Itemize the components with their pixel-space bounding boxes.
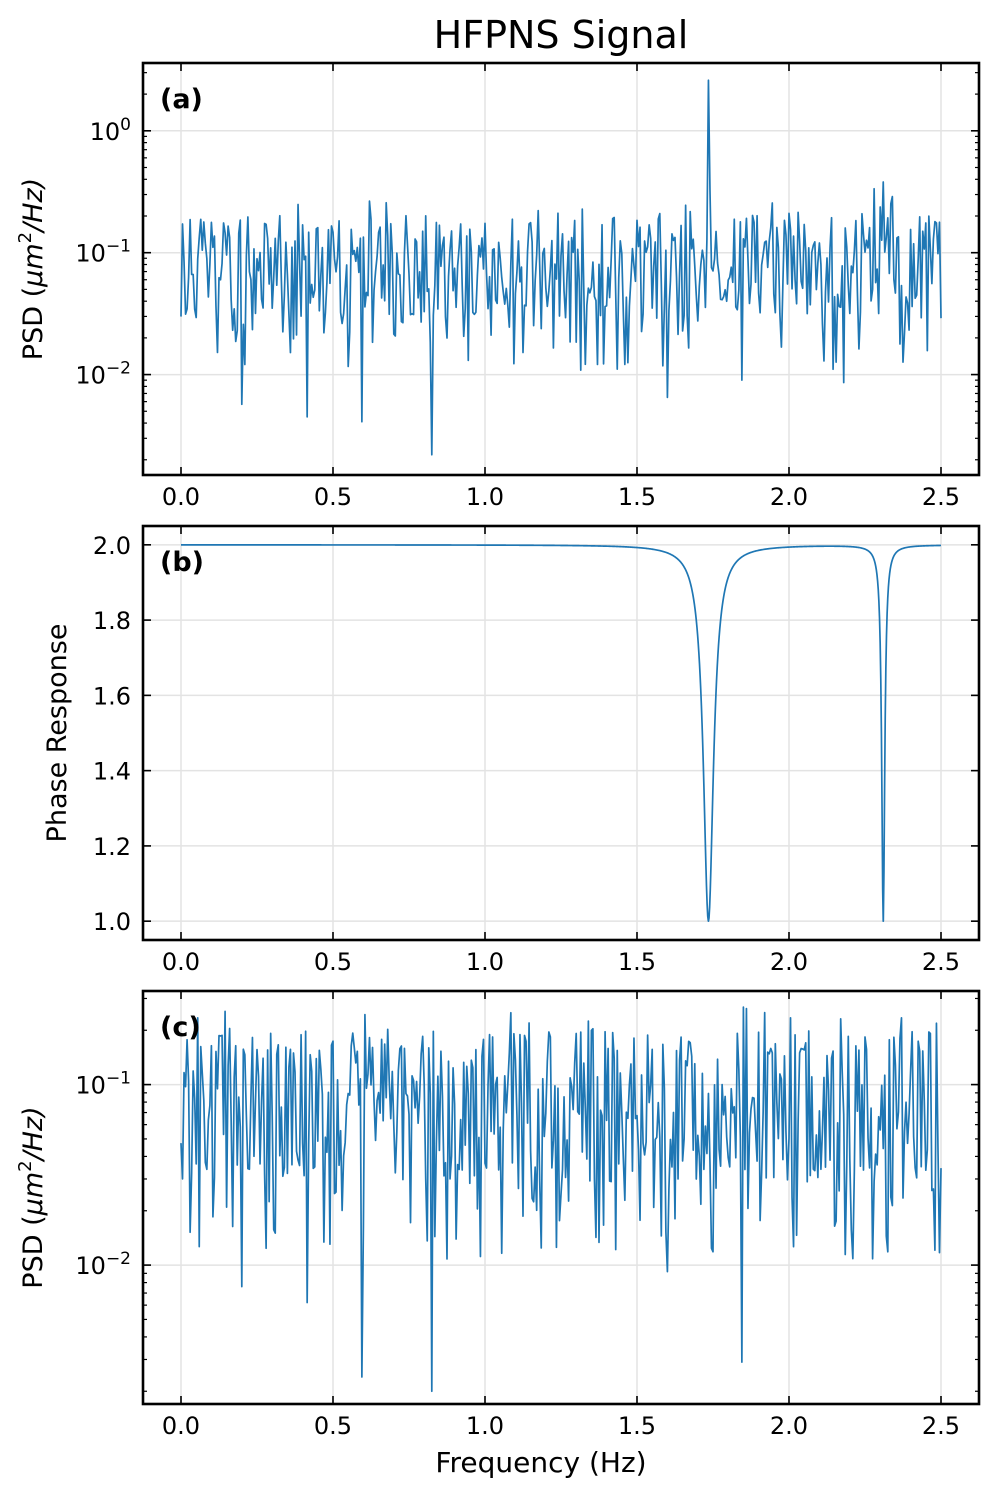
- ylabel-sup: 2: [15, 1160, 36, 1171]
- ylabel-prefix: PSD (: [18, 287, 49, 360]
- plot-frame: [141, 524, 981, 942]
- tick-base: 10: [75, 1252, 106, 1280]
- tick-exponent: −2: [106, 1249, 131, 1269]
- x-tick-label: 0.0: [162, 483, 200, 511]
- x-tick-label: 2.0: [770, 483, 808, 511]
- x-tick-label: 2.5: [922, 483, 960, 511]
- x-tick-label: 2.0: [770, 1412, 808, 1440]
- x-tick-label: 0.5: [314, 1412, 352, 1440]
- tick-base: 10: [75, 362, 106, 390]
- series-line: [180, 79, 942, 456]
- panel-label: (c): [160, 1012, 201, 1043]
- x-tick-label: 1.0: [466, 948, 504, 976]
- plot-frame: [141, 989, 981, 1406]
- ylabel-prefix: PSD (: [18, 1215, 49, 1288]
- panel-label: (a): [160, 84, 203, 115]
- x-tick-label: 2.0: [770, 948, 808, 976]
- x-axis-label: Frequency (Hz): [435, 1446, 646, 1479]
- y-axis-label: Phase Response: [42, 624, 73, 843]
- x-tick-label: 0.0: [162, 1412, 200, 1440]
- x-tick-label: 1.5: [618, 1412, 656, 1440]
- x-tick-label: 0.0: [162, 948, 200, 976]
- tick-exponent: −1: [106, 237, 131, 257]
- tick-exponent: −2: [106, 359, 131, 379]
- ylabel-unit: μm: [18, 1172, 49, 1216]
- ylabel-suffix: /Hz): [18, 1106, 49, 1162]
- panel-b: 0.0 0.5 1.0 1.5 2.0 2.5 1.0 1.2 1.4 1.6 1.8 2.0 Phas…: [42, 524, 981, 976]
- panel-label: (b): [160, 547, 204, 578]
- x-tick-label: 1.0: [466, 483, 504, 511]
- figure-title: HFPNS Signal: [434, 13, 689, 57]
- tick-base: 10: [90, 118, 121, 146]
- y-tick-label: 10−2: [75, 359, 131, 390]
- y-tick-label: 1.8: [93, 607, 131, 635]
- x-tick-label: 0.5: [314, 483, 352, 511]
- grid: [143, 526, 979, 940]
- tick-base: 10: [75, 1072, 106, 1100]
- ylabel-unit: μm: [18, 243, 49, 287]
- series-line: [180, 1006, 942, 1393]
- x-tick-label: 2.5: [922, 948, 960, 976]
- plot-frame: [141, 61, 981, 477]
- tick-exponent: 0: [120, 115, 131, 135]
- y-axis-label: PSD (μm2/Hz): [15, 178, 49, 360]
- tick-exponent: −1: [106, 1069, 131, 1089]
- y-tick-label: 2.0: [93, 532, 131, 560]
- x-tick-label: 1.0: [466, 1412, 504, 1440]
- y-axis-label: PSD (μm2/Hz): [15, 1106, 49, 1288]
- series-line: [180, 544, 942, 923]
- y-tick-label: 10−1: [75, 1069, 131, 1100]
- y-tick-label: 100: [90, 115, 131, 146]
- x-tick-label: 0.5: [314, 948, 352, 976]
- y-tick-label: 1.6: [93, 682, 131, 710]
- y-tick-label: 10−1: [75, 237, 131, 268]
- y-tick-label: 1.2: [93, 833, 131, 861]
- x-tick-label: 1.5: [618, 948, 656, 976]
- ticks: [143, 526, 979, 940]
- y-tick-label: 1.4: [93, 758, 131, 786]
- y-tick-label: 10−2: [75, 1249, 131, 1280]
- x-tick-label: 2.5: [922, 1412, 960, 1440]
- x-tick-label: 1.5: [618, 483, 656, 511]
- y-tick-label: 1.0: [93, 908, 131, 936]
- ylabel-suffix: /Hz): [18, 178, 49, 234]
- tick-base: 10: [75, 240, 106, 268]
- ylabel-sup: 2: [15, 232, 36, 243]
